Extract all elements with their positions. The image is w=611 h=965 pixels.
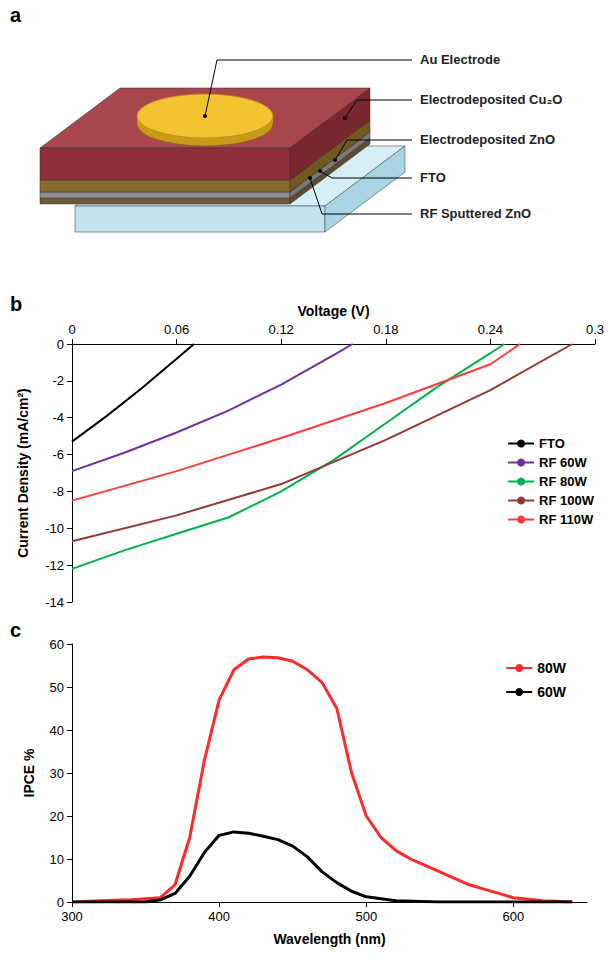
svg-text:-2: -2 [52,373,64,388]
svg-text:60W: 60W [537,684,567,700]
svg-text:60: 60 [50,637,64,652]
svg-text:Electrodeposited ZnO: Electrodeposited ZnO [420,132,555,147]
svg-text:RF 100W: RF 100W [539,493,595,508]
svg-text:RF 80W: RF 80W [539,474,587,489]
svg-text:-6: -6 [52,447,64,462]
svg-text:10: 10 [50,852,64,867]
svg-text:0: 0 [68,322,75,337]
svg-text:0: 0 [57,337,64,352]
svg-text:RF 110W: RF 110W [539,512,594,527]
svg-text:FTO: FTO [420,170,446,185]
svg-text:Au Electrode: Au Electrode [420,52,500,67]
svg-text:IPCE %: IPCE % [21,748,37,798]
svg-text:0: 0 [57,895,64,910]
svg-text:0.12: 0.12 [269,322,294,337]
svg-text:c: c [10,619,21,641]
svg-text:-8: -8 [52,484,64,499]
svg-text:50: 50 [50,680,64,695]
svg-text:0.06: 0.06 [164,322,189,337]
svg-text:-12: -12 [45,558,64,573]
svg-text:Current Density (mA/cm²): Current Density (mA/cm²) [15,388,31,558]
svg-text:Electrodeposited Cu₂O: Electrodeposited Cu₂O [420,92,562,107]
svg-text:Wavelength (nm): Wavelength (nm) [273,931,385,947]
svg-text:600: 600 [503,909,525,924]
svg-text:-14: -14 [45,595,64,610]
svg-text:Voltage (V): Voltage (V) [297,303,369,319]
svg-text:-4: -4 [52,410,64,425]
svg-text:40: 40 [50,723,64,738]
svg-text:30: 30 [50,766,64,781]
svg-text:20: 20 [50,809,64,824]
svg-text:400: 400 [208,909,230,924]
svg-text:b: b [10,293,22,315]
svg-text:RF 60W: RF 60W [539,455,587,470]
svg-text:RF Sputtered ZnO: RF Sputtered ZnO [420,206,531,221]
svg-text:FTO: FTO [539,436,565,451]
svg-text:0.3: 0.3 [586,322,604,337]
svg-text:-10: -10 [45,521,64,536]
svg-text:0.24: 0.24 [478,322,503,337]
svg-text:a: a [10,4,22,26]
svg-text:0.18: 0.18 [373,322,398,337]
svg-text:300: 300 [61,909,83,924]
svg-text:80W: 80W [537,660,567,676]
svg-text:500: 500 [355,909,377,924]
